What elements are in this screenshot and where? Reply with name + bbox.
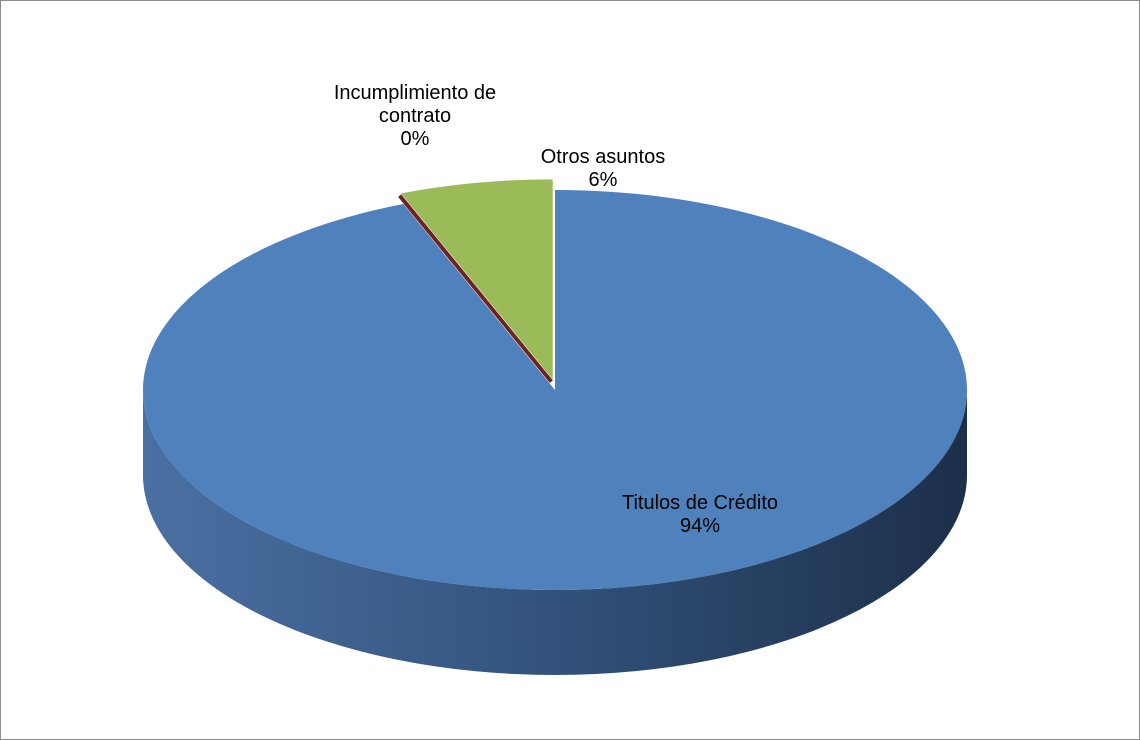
pie-side — [143, 390, 967, 675]
slice-label: Incumplimiento de contrato — [333, 82, 497, 127]
slice-label: Titulos de Crédito — [622, 492, 778, 514]
slice-value-label: 94% — [679, 515, 721, 537]
slice-label: Otros asuntos — [540, 146, 666, 168]
slice-value-label: 0% — [400, 128, 430, 150]
slice-value-label: 6% — [588, 169, 618, 191]
pie-slice — [401, 179, 553, 380]
pie-slice — [142, 190, 967, 590]
